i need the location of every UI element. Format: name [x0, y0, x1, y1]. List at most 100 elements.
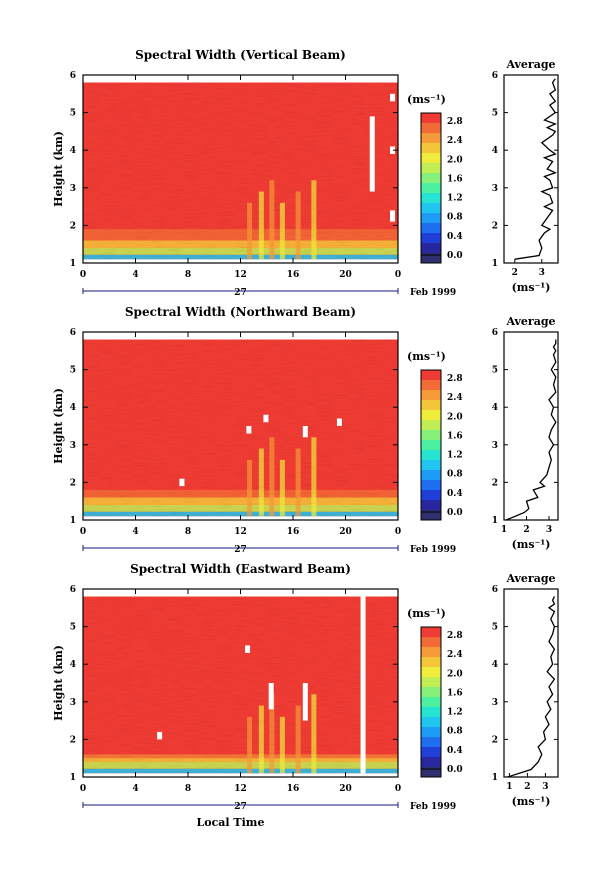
x-tick-label: 3 [546, 525, 552, 535]
day-label: 27 [234, 802, 247, 812]
colorbar-segment [421, 747, 441, 758]
x-tick-label: 4 [132, 784, 138, 794]
colorbar-tick-label: 1.2 [447, 194, 463, 204]
y-axis-label: Height (km) [52, 645, 65, 721]
y-tick-label: 6 [70, 328, 76, 338]
y-tick-label: 1 [70, 259, 76, 269]
colorbar-segment [421, 133, 441, 144]
x-tick-label: 1 [506, 782, 512, 792]
colorbar-tick-label: 0.8 [447, 470, 463, 480]
average-x-label: (ms⁻¹) [512, 538, 551, 551]
colorbar-segment [421, 687, 441, 698]
y-axis-label: Height (km) [52, 131, 65, 207]
y-tick-label: 3 [492, 441, 498, 451]
colorbar-segment [421, 390, 441, 401]
colorbar-tick-label: 1.2 [447, 708, 463, 718]
colorbar-tick-label: 2.8 [447, 631, 463, 641]
heatmap-texture [83, 82, 398, 260]
heatmap-texture [83, 596, 398, 774]
colorbar-segment [421, 213, 441, 224]
average-frame [503, 74, 559, 264]
missing-data-gap [369, 116, 375, 192]
y-tick-label: 6 [70, 71, 76, 81]
x-tick-label: 4 [132, 270, 138, 280]
colorbar-tick-label: 0.8 [447, 213, 463, 223]
y-tick-label: 3 [492, 698, 498, 708]
y-tick-label: 1 [492, 773, 498, 783]
x-tick-label: 16 [287, 270, 300, 280]
x-tick-label: 16 [287, 527, 300, 537]
panel-title: Spectral Width (Eastward Beam) [130, 562, 351, 576]
y-tick-label: 5 [70, 366, 76, 376]
x-tick-label: 1 [501, 525, 507, 535]
colorbar-segment [421, 757, 441, 768]
colorbar-tick-label: 1.2 [447, 451, 463, 461]
average-profile-line [514, 78, 558, 260]
x-tick-label: 3 [542, 782, 548, 792]
x-tick-label: 12 [234, 784, 247, 794]
colorbar-frame [420, 369, 442, 521]
y-tick-label: 2 [70, 735, 76, 745]
colorbar-segment [421, 233, 441, 244]
average-title: Average [505, 58, 555, 71]
y-tick-label: 1 [492, 516, 498, 526]
y-tick-label: 1 [70, 773, 76, 783]
y-tick-label: 3 [492, 184, 498, 194]
colorbar-tick-label: 0.8 [447, 727, 463, 737]
colorbar-segment [421, 667, 441, 678]
colorbar-tick-label: 2.4 [447, 650, 463, 660]
colorbar-segment [421, 450, 441, 461]
average-frame [503, 588, 559, 778]
colorbar-segment [421, 500, 441, 511]
x-tick-label: 0 [80, 527, 86, 537]
missing-data-gap [268, 683, 274, 710]
colorbar-segment [421, 697, 441, 708]
date-label: Feb 1999 [410, 802, 456, 812]
colorbar-segment [421, 370, 441, 381]
y-tick-label: 6 [492, 71, 498, 81]
colorbar-unit: (ms⁻¹) [407, 93, 446, 106]
y-tick-label: 6 [492, 328, 498, 338]
colorbar-tick-label: 0.0 [447, 765, 463, 775]
colorbar-segment [421, 627, 441, 638]
colorbar-segment [421, 113, 441, 124]
colorbar-segment [421, 410, 441, 421]
colorbar-segment [421, 480, 441, 491]
y-tick-label: 4 [70, 403, 76, 413]
y-tick-label: 5 [492, 366, 498, 376]
missing-data-gap [336, 418, 342, 426]
colorbar-segment [421, 470, 441, 481]
colorbar-segment [421, 243, 441, 254]
x-tick-label: 12 [234, 270, 247, 280]
x-tick-label: 8 [185, 784, 191, 794]
x-tick-label: 0 [395, 527, 401, 537]
colorbar-tick-label: 2.4 [447, 136, 463, 146]
x-tick-label: 0 [80, 270, 86, 280]
x-tick-label: 3 [539, 268, 545, 278]
y-tick-label: 6 [70, 585, 76, 595]
missing-data-gap [302, 426, 308, 438]
average-title: Average [505, 572, 555, 585]
y-tick-label: 5 [70, 623, 76, 633]
colorbar-frame [420, 626, 442, 778]
x-tick-label: 8 [185, 270, 191, 280]
day-label: 27 [234, 288, 247, 298]
colorbar-segment [421, 153, 441, 164]
colorbar-frame [420, 112, 442, 264]
colorbar-tick-label: 2.0 [447, 669, 463, 679]
y-tick-label: 3 [70, 441, 76, 451]
colorbar-segment [421, 737, 441, 748]
x-tick-label: 12 [234, 527, 247, 537]
colorbar-segment [421, 490, 441, 501]
colorbar-segment [421, 400, 441, 411]
x-tick-label: 2 [523, 525, 529, 535]
colorbar-segment [421, 460, 441, 471]
missing-data-gap [302, 683, 308, 721]
y-tick-label: 3 [70, 698, 76, 708]
colorbar-segment [421, 203, 441, 214]
y-axis-label: Height (km) [52, 388, 65, 464]
y-tick-label: 5 [492, 109, 498, 119]
